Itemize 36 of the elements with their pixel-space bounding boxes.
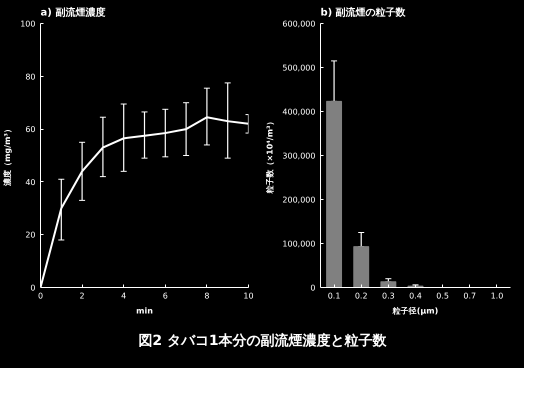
x-tick-label: 8 — [204, 292, 210, 300]
chart-title: b) 副流煙の粒子数 — [320, 6, 407, 18]
x-tick-label: 0 — [38, 292, 44, 300]
y-tick-label: 60 — [25, 125, 36, 134]
y-tick-label: 80 — [25, 72, 36, 82]
x-tick-label: 0.7 — [463, 292, 476, 300]
x-tick-label: 0.4 — [409, 292, 422, 300]
y-tick-label: 500,000 — [282, 64, 316, 72]
bar — [380, 281, 396, 288]
x-tick-label: 1.0 — [490, 292, 504, 300]
y-tick-label: 100,000 — [282, 240, 316, 248]
caption: 図2 タバコ1本分の副流煙濃度と粒子数 — [138, 332, 388, 349]
bar — [326, 100, 342, 288]
y-tick-label: 0 — [30, 284, 36, 292]
y-tick-label: 0 — [310, 284, 316, 292]
x-tick-label: 0.1 — [328, 292, 340, 300]
bar — [353, 246, 370, 288]
chart-title: a) 副流煙濃度 — [40, 6, 106, 18]
y-tick-label: 600,000 — [282, 20, 316, 28]
y-tick-label: 400,000 — [282, 108, 316, 116]
y-tick-label: 40 — [25, 178, 36, 187]
y-tick-label: 100 — [20, 20, 36, 28]
x-tick-label: 2 — [80, 292, 85, 300]
x-tick-label: 6 — [162, 292, 168, 300]
y-axis-title: 粒子数（×10⁴/m³） — [265, 117, 274, 195]
x-tick-label: 10 — [243, 292, 254, 300]
y-tick-label: 300,000 — [282, 152, 316, 160]
x-tick-label: 0.3 — [382, 292, 395, 300]
x-axis-title: 粒子径(μm) — [392, 306, 438, 316]
x-tick-label: 0.5 — [436, 292, 450, 300]
y-tick-label: 200,000 — [282, 196, 316, 204]
y-axis-title: 濃度（mg/m³） — [2, 125, 12, 187]
x-tick-label: 4 — [121, 292, 126, 300]
y-tick-label: 20 — [25, 230, 36, 240]
x-tick-label: 0.2 — [354, 292, 368, 300]
x-axis-title: min — [136, 306, 154, 316]
